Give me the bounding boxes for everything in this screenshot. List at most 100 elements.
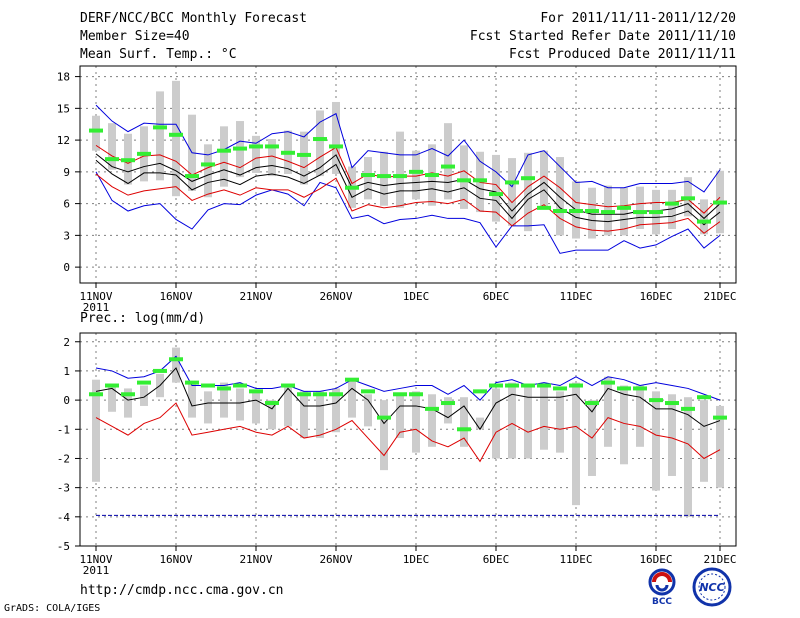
prec-spread-box	[252, 391, 260, 424]
temp-xtick-label: 16NOV	[159, 290, 192, 303]
temp-ensemble-marker	[361, 173, 375, 178]
prec-frame	[79, 332, 737, 547]
temp-xtick-label: 11NOV	[79, 290, 112, 303]
prec-ensemble-marker	[585, 401, 599, 406]
prec-spread-box	[268, 400, 276, 430]
prec-ensemble-marker	[665, 401, 679, 406]
temp-spread-box	[588, 187, 596, 239]
temp-ensemble-marker	[409, 169, 423, 174]
temp-ensemble-marker	[297, 152, 311, 157]
temp-spread-box	[460, 145, 468, 209]
temp-series-upper	[95, 144, 721, 214]
prec-spread-box	[348, 379, 356, 418]
temp-ensemble-marker	[249, 144, 263, 149]
temp-xtick-label: 6DEC	[483, 290, 510, 303]
prec-spread-box	[108, 385, 116, 412]
temp-spread-box	[524, 152, 532, 232]
prec-ensemble-marker	[329, 392, 343, 397]
temp-ensemble-marker	[121, 158, 135, 163]
prec-ensemble-marker	[265, 401, 279, 406]
prec-spread-box	[700, 400, 708, 482]
temp-ensemble-marker	[665, 201, 679, 206]
prec-ytick-label: -2	[57, 452, 70, 465]
temp-spread-box	[300, 131, 308, 185]
temp-ytick-label: 15	[57, 102, 70, 115]
prec-xtick-label: 6DEC	[483, 553, 510, 566]
prec-ensemble-marker	[537, 383, 551, 388]
temp-ensemble-marker	[377, 174, 391, 179]
prec-ytick-label: -4	[57, 511, 71, 524]
temp-ensemble-marker	[505, 180, 519, 185]
prec-spread-box	[364, 394, 372, 427]
temp-spread-box	[444, 123, 452, 200]
prec-ensemble-marker	[169, 357, 183, 362]
prec-spread-box	[716, 405, 724, 488]
temp-spread-box	[108, 123, 116, 170]
prec-ytick-label: 1	[63, 365, 70, 378]
prec-ensemble-marker	[617, 386, 631, 391]
prec-ensemble-marker	[633, 386, 647, 391]
grads-credit: GrADS: COLA/IGES	[4, 603, 101, 614]
prec-spread-box	[508, 382, 516, 459]
temp-spread-box	[220, 126, 228, 187]
prec-spread-box	[540, 385, 548, 450]
temp-ensemble-marker	[425, 173, 439, 178]
temp-series-lower	[95, 159, 721, 226]
prec-spread-box	[284, 385, 292, 427]
temp-ensemble-marker	[313, 137, 327, 142]
prec-ensemble-marker	[137, 380, 151, 385]
prec-spread-box	[316, 391, 324, 439]
prec-ensemble-marker	[185, 380, 199, 385]
temp-spread-box	[700, 199, 708, 235]
temp-spread-box	[508, 158, 516, 226]
prec-ensemble-marker	[121, 392, 135, 397]
prec-spread-box	[396, 394, 404, 439]
prec-spread-box	[460, 397, 468, 447]
prec-spread-box	[188, 382, 196, 418]
prec-spread-box	[412, 391, 420, 453]
temp-ytick-label: 0	[63, 261, 70, 274]
prec-ensemble-marker	[425, 406, 439, 411]
temp-ensemble-marker	[521, 176, 535, 181]
prec-ensemble-marker	[713, 415, 727, 420]
temp-xtick-label: 21DEC	[703, 290, 736, 303]
prec-ensemble-marker	[409, 392, 423, 397]
temp-spread-box	[204, 144, 212, 198]
temp-ensemble-marker	[601, 210, 615, 215]
temp-ensemble-marker	[585, 209, 599, 214]
prec-ytick-label: 0	[63, 394, 70, 407]
prec-spread-box	[428, 394, 436, 447]
prec-xtick-label: 11NOV	[79, 553, 112, 566]
prec-spread-box	[636, 385, 644, 447]
temp-spread-box	[620, 187, 628, 236]
temp-ensemble-marker	[393, 174, 407, 179]
prec-ensemble-marker	[217, 386, 231, 391]
prec-spread-box	[124, 388, 132, 418]
temp-ensemble-marker	[233, 146, 247, 151]
temp-ytick-label: 3	[63, 229, 70, 242]
source-url[interactable]: http://cmdp.ncc.cma.gov.cn	[80, 583, 284, 598]
prec-series-max	[95, 355, 721, 401]
temp-ensemble-marker	[441, 164, 455, 169]
temp-ensemble-marker	[489, 192, 503, 197]
temp-ensemble-marker	[649, 210, 663, 215]
prec-ensemble-marker	[153, 368, 167, 373]
temp-spread-box	[412, 150, 420, 200]
prec-spread-box	[492, 388, 500, 459]
prec-ensemble-marker	[569, 383, 583, 388]
temp-ensemble-marker	[137, 151, 151, 156]
prec-ensemble-marker	[681, 406, 695, 411]
prec-ensemble-marker	[297, 392, 311, 397]
forecast-period: For 2011/11/11-2011/12/20	[540, 11, 736, 26]
prec-xtick-label: 16NOV	[159, 553, 192, 566]
temp-xtick-label: 16DEC	[639, 290, 672, 303]
prec-ensemble-marker	[105, 383, 119, 388]
prec-ensemble-marker	[441, 401, 455, 406]
prec-ytick-label: -3	[57, 482, 70, 495]
prec-ensemble-marker	[601, 380, 615, 385]
temp-ensemble-marker	[617, 205, 631, 210]
prec-xtick-label: 21NOV	[239, 553, 272, 566]
prec-spread-box	[140, 385, 148, 406]
temp-series-mean	[95, 153, 721, 220]
temp-spread-box	[316, 110, 324, 177]
